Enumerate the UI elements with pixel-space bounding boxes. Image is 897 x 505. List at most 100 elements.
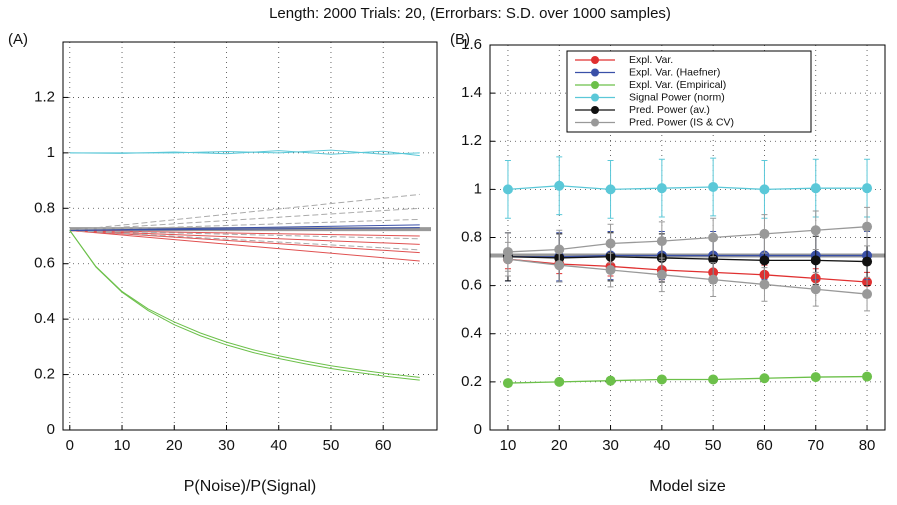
y-tick-label: 0.2 bbox=[34, 366, 55, 383]
data-point bbox=[708, 374, 719, 385]
data-point bbox=[502, 184, 513, 195]
panel-label: (A) bbox=[8, 31, 28, 48]
x-tick-label: 0 bbox=[66, 437, 74, 454]
y-tick-label: 0.4 bbox=[461, 325, 482, 342]
series-line bbox=[69, 150, 420, 157]
y-tick-label: 1.6 bbox=[461, 36, 482, 53]
panel-label: (B) bbox=[450, 31, 470, 48]
x-tick-label: 20 bbox=[551, 437, 568, 454]
y-tick-label: 0 bbox=[474, 421, 482, 438]
x-tick-label: 40 bbox=[270, 437, 287, 454]
series-line bbox=[507, 185, 868, 191]
y-tick-label: 1 bbox=[47, 144, 55, 161]
y-tick-label: 0.2 bbox=[461, 373, 482, 390]
x-tick-label: 10 bbox=[500, 437, 517, 454]
data-point bbox=[862, 221, 873, 232]
legend-box bbox=[566, 50, 812, 133]
legend-marker bbox=[591, 118, 599, 127]
data-point bbox=[708, 181, 719, 192]
data-point bbox=[862, 371, 873, 382]
x-axis-label: P(Noise)/P(Signal) bbox=[184, 478, 316, 495]
legend-label: Pred. Power (av.) bbox=[629, 104, 710, 116]
x-tick-label: 10 bbox=[114, 437, 131, 454]
y-tick-label: 1.2 bbox=[461, 132, 482, 149]
y-tick-label: 0.6 bbox=[461, 277, 482, 294]
series-line bbox=[69, 229, 420, 251]
x-tick-label: 30 bbox=[218, 437, 235, 454]
x-axis-label: Model size bbox=[649, 478, 726, 495]
legend-marker bbox=[591, 106, 599, 114]
data-point bbox=[656, 374, 667, 385]
legend-label: Pred. Power (IS & CV) bbox=[629, 116, 734, 128]
x-tick-label: 50 bbox=[705, 437, 722, 454]
series-line bbox=[507, 258, 868, 295]
chart-title: Length: 2000 Trials: 20, (Errorbars: S.D… bbox=[269, 5, 671, 22]
x-tick-label: 40 bbox=[654, 437, 671, 454]
data-point bbox=[502, 378, 513, 389]
data-point bbox=[759, 279, 770, 290]
series-line bbox=[507, 254, 868, 258]
data-point bbox=[810, 255, 821, 266]
series-line bbox=[69, 229, 420, 240]
y-tick-label: 1.4 bbox=[461, 84, 482, 101]
series-line bbox=[69, 193, 420, 231]
data-point bbox=[554, 180, 565, 191]
y-tick-label: 0.8 bbox=[461, 228, 482, 245]
series-line bbox=[507, 226, 868, 253]
legend: Expl. Var.Expl. Var. (Haefner)Expl. Var.… bbox=[566, 50, 812, 133]
series-line bbox=[69, 229, 420, 245]
series-line bbox=[507, 258, 868, 283]
x-tick-label: 20 bbox=[166, 437, 183, 454]
x-tick-label: 50 bbox=[323, 437, 340, 454]
legend-marker bbox=[591, 81, 599, 89]
x-tick-label: 60 bbox=[375, 437, 392, 454]
series-line bbox=[69, 229, 420, 262]
x-tick-label: 60 bbox=[756, 437, 773, 454]
data-point bbox=[656, 183, 667, 194]
data-point bbox=[605, 184, 616, 195]
data-point bbox=[810, 183, 821, 194]
data-point bbox=[810, 284, 821, 295]
y-tick-label: 0.4 bbox=[34, 310, 55, 327]
data-point bbox=[759, 184, 770, 195]
y-tick-label: 1.2 bbox=[34, 88, 55, 105]
data-point bbox=[656, 236, 667, 247]
legend-label: Signal Power (norm) bbox=[629, 91, 725, 103]
legend-marker bbox=[591, 68, 599, 77]
data-point bbox=[862, 183, 873, 194]
x-tick-label: 70 bbox=[807, 437, 824, 454]
data-point bbox=[810, 372, 821, 383]
series-line bbox=[507, 375, 868, 384]
y-tick-label: 0.8 bbox=[34, 199, 55, 216]
y-tick-label: 0.6 bbox=[34, 255, 55, 272]
data-point bbox=[708, 232, 719, 243]
data-point bbox=[502, 254, 513, 265]
legend-label: Expl. Var. (Empirical) bbox=[629, 79, 726, 91]
data-point bbox=[862, 289, 873, 300]
plot-frame bbox=[62, 41, 438, 431]
series-line bbox=[69, 227, 420, 231]
legend-marker bbox=[591, 56, 599, 64]
data-point bbox=[759, 373, 770, 384]
series-line bbox=[507, 256, 868, 263]
series-line bbox=[69, 207, 420, 231]
data-point bbox=[759, 228, 770, 239]
y-tick-label: 0 bbox=[47, 421, 55, 438]
data-point bbox=[810, 225, 821, 236]
series-line bbox=[69, 230, 420, 381]
x-tick-label: 30 bbox=[602, 437, 619, 454]
data-point bbox=[759, 255, 770, 266]
legend-label: Expl. Var. (Haefner) bbox=[629, 66, 720, 78]
series-line bbox=[69, 230, 420, 378]
data-point bbox=[862, 256, 873, 267]
data-point bbox=[605, 264, 616, 275]
series-line bbox=[69, 218, 420, 231]
data-point bbox=[605, 375, 616, 386]
data-point bbox=[605, 238, 616, 249]
data-point bbox=[554, 376, 565, 387]
series-line bbox=[69, 229, 420, 254]
y-tick-label: 1 bbox=[474, 180, 482, 197]
data-point bbox=[708, 274, 719, 285]
legend-marker bbox=[591, 93, 599, 102]
